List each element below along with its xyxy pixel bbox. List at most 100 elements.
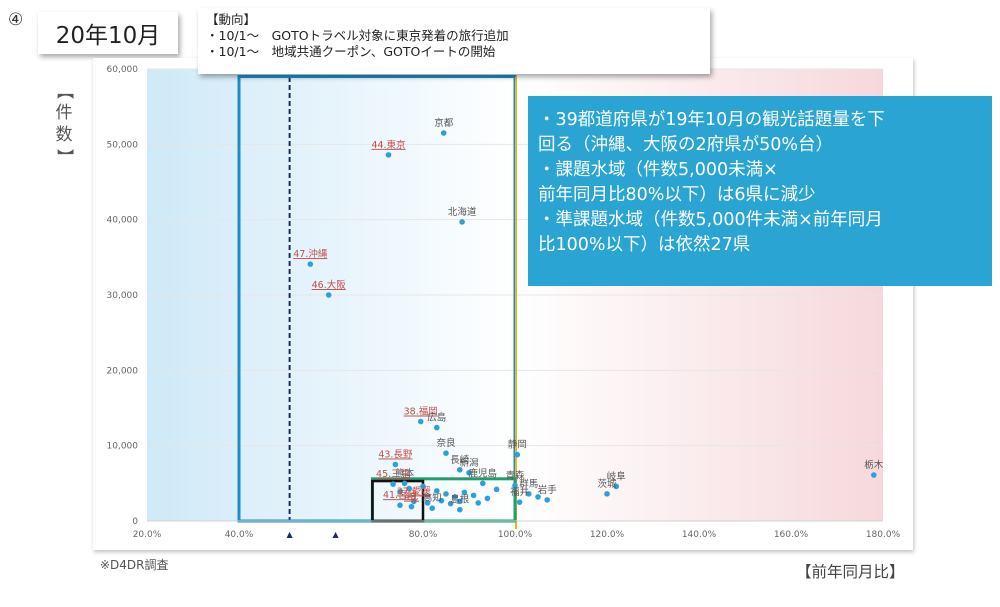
trend-line-2: ・10/1～ 地域共通クーポン、GOTOイートの開始 (206, 44, 496, 59)
y-tick-label: 10,000 (107, 442, 139, 452)
data-point (475, 500, 482, 506)
point-label: 広島 (427, 412, 446, 424)
data-point (385, 152, 392, 158)
data-point (613, 483, 619, 490)
data-point (604, 491, 610, 497)
data-point (434, 424, 440, 431)
point-label: 群馬 (519, 478, 538, 490)
y-tick-label: 50,000 (107, 140, 139, 150)
data-point (390, 481, 396, 487)
point-label: 福井 (510, 486, 529, 498)
x-tick-label: 160.0% (774, 530, 809, 540)
axis-marker: ▲ (287, 530, 294, 539)
point-label: 熊本 (395, 467, 415, 479)
data-point (526, 491, 532, 497)
x-tick-label: 180.0% (866, 530, 901, 540)
data-point (307, 261, 314, 267)
data-point (459, 219, 465, 225)
x-tick-label: 80.0% (409, 530, 438, 540)
summary-callout: ・39都道府県が19年10月の観光話題量を下 回る（沖縄、大阪の2府県が50%台… (528, 96, 992, 286)
data-point (535, 494, 541, 500)
point-label: 島根 (450, 494, 470, 506)
data-point (871, 472, 877, 478)
data-point (447, 500, 454, 507)
point-label: 鹿児島 (469, 467, 498, 479)
data-point (457, 466, 463, 473)
point-label: 43.長野 (378, 450, 413, 461)
month-label: 20年10月 (38, 12, 178, 54)
data-point (484, 495, 491, 502)
data-point (438, 497, 445, 504)
source-note: ※D4DR調査 (100, 558, 169, 572)
y-axis-label: 【件数】 (54, 82, 74, 166)
data-point (411, 498, 417, 505)
point-label: 高知 (423, 492, 442, 504)
point-label: 青森 (505, 470, 525, 482)
x-tick-label: 100.0% (498, 530, 533, 540)
point-label: 41.宮崎 (383, 489, 418, 501)
y-tick-label: 0 (132, 517, 138, 527)
data-point (408, 503, 415, 510)
point-label: 長崎 (450, 454, 470, 466)
data-point (452, 494, 459, 500)
data-point (406, 485, 413, 492)
data-point (461, 489, 468, 496)
data-point (443, 450, 449, 457)
point-label: 47.沖縄 (293, 248, 328, 260)
point-label: 45.三重 (376, 468, 411, 480)
data-point (466, 469, 472, 476)
data-point (470, 492, 477, 499)
x-tick-label: 40.0% (225, 530, 254, 540)
x-tick-label: 140.0% (682, 530, 717, 540)
point-label: 北海道 (448, 206, 477, 218)
callout-line-4: 前年同月比80%以下）は6県に減少 (538, 185, 816, 205)
point-label: 40. (404, 492, 419, 503)
data-point (420, 483, 426, 490)
data-point (392, 461, 399, 468)
data-point (417, 418, 424, 425)
x-tick-label: 20.0% (133, 530, 162, 540)
slide-number: ④ (8, 10, 24, 30)
x-axis-label: 【前年同月比】 (796, 563, 905, 581)
data-point (457, 506, 463, 513)
point-label: 46.大阪 (312, 279, 347, 291)
point-label: 茨城 (597, 478, 617, 490)
y-tick-label: 30,000 (107, 291, 139, 301)
point-label: 38.福岡 (404, 406, 438, 418)
data-point (457, 498, 463, 505)
data-point (397, 488, 403, 495)
y-tick-label: 20,000 (107, 366, 139, 376)
data-point (397, 502, 403, 508)
data-point (443, 491, 449, 497)
data-point (440, 130, 447, 136)
point-label: 44.東京 (371, 139, 405, 151)
point-label: 静岡 (508, 439, 527, 451)
trend-line-1: ・10/1～ GOTOトラベル対象に東京発着の旅行追加 (206, 28, 509, 43)
point-label: 栃木 (864, 459, 884, 471)
y-tick-label: 40,000 (107, 216, 139, 226)
callout-line-5: ・準課題水域（件数5,000件未満×前年同月 (538, 210, 883, 230)
data-point (325, 292, 332, 298)
data-point (493, 486, 500, 493)
data-point (429, 505, 436, 511)
x-tick-label: 120.0% (590, 530, 625, 540)
callout-line-2: 回る（沖縄、大阪の2府県が50%台） (538, 135, 834, 155)
x-tick-label: 60.0% (317, 530, 346, 540)
point-label: 奈良 (436, 437, 456, 449)
data-point (514, 451, 521, 458)
data-point (434, 488, 440, 494)
data-point (401, 480, 408, 487)
point-label: 37.愛媛 (397, 485, 432, 497)
data-point (512, 482, 518, 489)
data-point (480, 480, 486, 487)
callout-line-1: ・39都道府県が19年10月の観光話題量を下 (538, 110, 885, 130)
trend-box: 【動向】 ・10/1～ GOTOトラベル対象に東京発着の旅行追加 ・10/1～ … (198, 8, 710, 74)
trend-heading: 【動向】 (206, 12, 257, 27)
point-label: 岩手 (538, 484, 558, 496)
y-tick-label: 60,000 (107, 65, 139, 75)
callout-line-3: ・課題水域（件数5,000未満× (538, 160, 778, 180)
data-point (544, 497, 550, 503)
axis-marker: ▲ (333, 530, 340, 539)
data-point (516, 499, 523, 505)
